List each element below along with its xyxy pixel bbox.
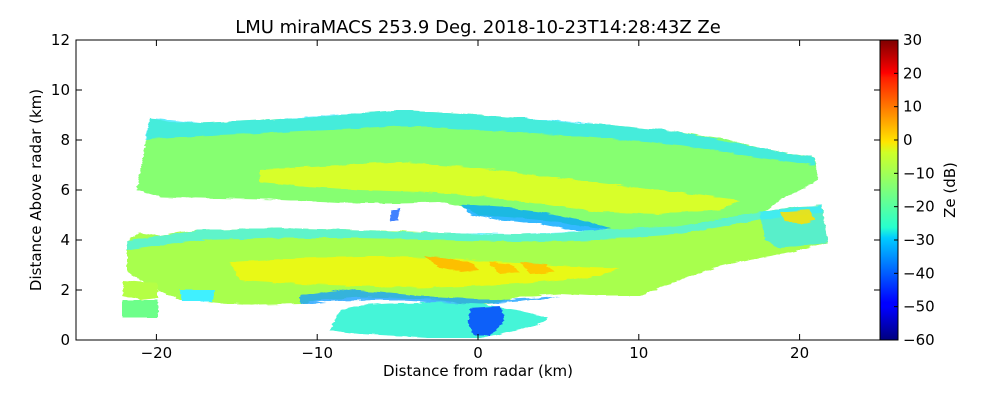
x-tick-label: −20 bbox=[141, 344, 173, 362]
lower-layer-hotspot-2 bbox=[488, 262, 520, 274]
near-radar-echo-core bbox=[468, 306, 505, 336]
x-tick-label: 10 bbox=[629, 344, 648, 362]
y-tick-label: 10 bbox=[51, 81, 70, 99]
x-tick-label: 20 bbox=[790, 344, 809, 362]
colorbar-tick-label: −30 bbox=[903, 231, 935, 249]
colorbar-tick-label: −20 bbox=[903, 198, 935, 216]
y-tick-label: 0 bbox=[60, 331, 70, 349]
upper-layer-base-speckle bbox=[390, 208, 400, 222]
y-axis-label: Distance Above radar (km) bbox=[27, 89, 45, 291]
upper-layer-cool-top bbox=[145, 110, 815, 165]
y-axis: 0 2 4 6 8 10 12 bbox=[51, 31, 880, 349]
colorbar-label: Ze (dB) bbox=[941, 162, 959, 218]
colorbar-tick-label: 30 bbox=[903, 31, 922, 49]
lower-layer-base-cool bbox=[300, 290, 560, 305]
y-tick-label: 8 bbox=[60, 131, 70, 149]
colorbar-tick-label: −50 bbox=[903, 298, 935, 316]
colorbar-tick-label: 10 bbox=[903, 98, 922, 116]
y-tick-label: 2 bbox=[60, 281, 70, 299]
reflectivity-field bbox=[122, 110, 828, 338]
upper-layer-core bbox=[260, 162, 740, 214]
colorbar-tick-label: −60 bbox=[903, 331, 935, 349]
x-axis: −20 −10 0 10 20 bbox=[141, 40, 809, 362]
colorbar-tick-label: 0 bbox=[903, 131, 913, 149]
colorbar bbox=[879, 39, 899, 341]
lower-layer-hotspot-3 bbox=[520, 262, 555, 274]
y-tick-label: 4 bbox=[60, 231, 70, 249]
colorbar-axis: 30 20 10 0 −10 −20 −30 −40 −50 −60 bbox=[894, 31, 935, 349]
colorbar-tick-label: −10 bbox=[903, 164, 935, 182]
left-fragment-upper bbox=[123, 280, 158, 300]
left-fragment-scatter bbox=[180, 290, 215, 302]
upper-layer-base-cool bbox=[460, 204, 610, 232]
lower-layer-top-cool bbox=[127, 205, 822, 250]
colorbar-tick-label: −40 bbox=[903, 264, 935, 282]
left-fragment-lower bbox=[122, 300, 158, 318]
colorbar-tick-label: 20 bbox=[903, 64, 922, 82]
x-tick-label: −10 bbox=[301, 344, 333, 362]
x-tick-label: 0 bbox=[473, 344, 483, 362]
x-axis-label: Distance from radar (km) bbox=[383, 362, 573, 380]
lower-layer-right-core bbox=[780, 210, 815, 224]
lower-layer-hotspot-1 bbox=[425, 256, 480, 272]
y-tick-label: 6 bbox=[60, 181, 70, 199]
y-tick-label: 12 bbox=[51, 31, 70, 49]
chart-title: LMU miraMACS 253.9 Deg. 2018-10-23T14:28… bbox=[235, 17, 721, 38]
